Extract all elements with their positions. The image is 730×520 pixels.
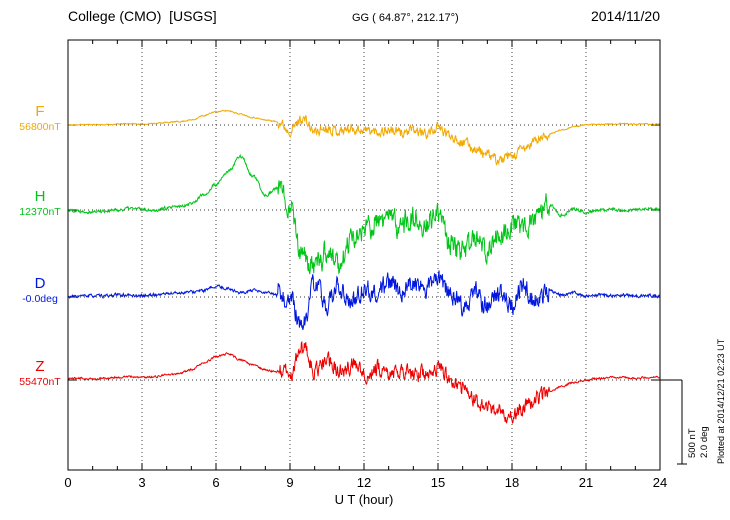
- series-label-Z: Z 55470nT: [8, 359, 72, 388]
- svg-text:21: 21: [579, 475, 593, 490]
- svg-text:18: 18: [505, 475, 519, 490]
- series-letter-H: H: [34, 188, 46, 205]
- svg-text:9: 9: [286, 475, 293, 490]
- series-label-H: H 12370nT: [8, 189, 72, 218]
- svg-text:24: 24: [653, 475, 667, 490]
- date-label: 2014/11/20: [590, 8, 660, 24]
- scalebar-nt-label: 500 nT: [687, 428, 698, 458]
- station-title: College (CMO) [USGS]: [68, 8, 217, 24]
- series-baseline-Z: 55470nT: [19, 375, 61, 388]
- series-letter-D: D: [34, 275, 46, 292]
- series-baseline-H: 12370nT: [19, 205, 61, 218]
- series-baseline-F: 56800nT: [19, 120, 61, 133]
- plotted-at-note: Plotted at 2014/12/21 02:23 UT: [716, 338, 726, 464]
- svg-text:3: 3: [138, 475, 145, 490]
- svg-text:6: 6: [212, 475, 219, 490]
- svg-text:15: 15: [431, 475, 445, 490]
- svg-text:12: 12: [357, 475, 371, 490]
- series-label-F: F 56800nT: [8, 104, 72, 133]
- svg-text:0: 0: [64, 475, 71, 490]
- series-baseline-D: -0.0deg: [22, 292, 58, 305]
- series-letter-Z: Z: [35, 358, 45, 375]
- scalebar-deg-label: 2.0 deg: [699, 426, 710, 458]
- geo-coordinates: GG ( 64.87°, 212.17°): [352, 12, 459, 24]
- x-axis-label: U T (hour): [334, 492, 394, 507]
- series-letter-F: F: [35, 103, 45, 120]
- series-label-D: D -0.0deg: [8, 276, 72, 305]
